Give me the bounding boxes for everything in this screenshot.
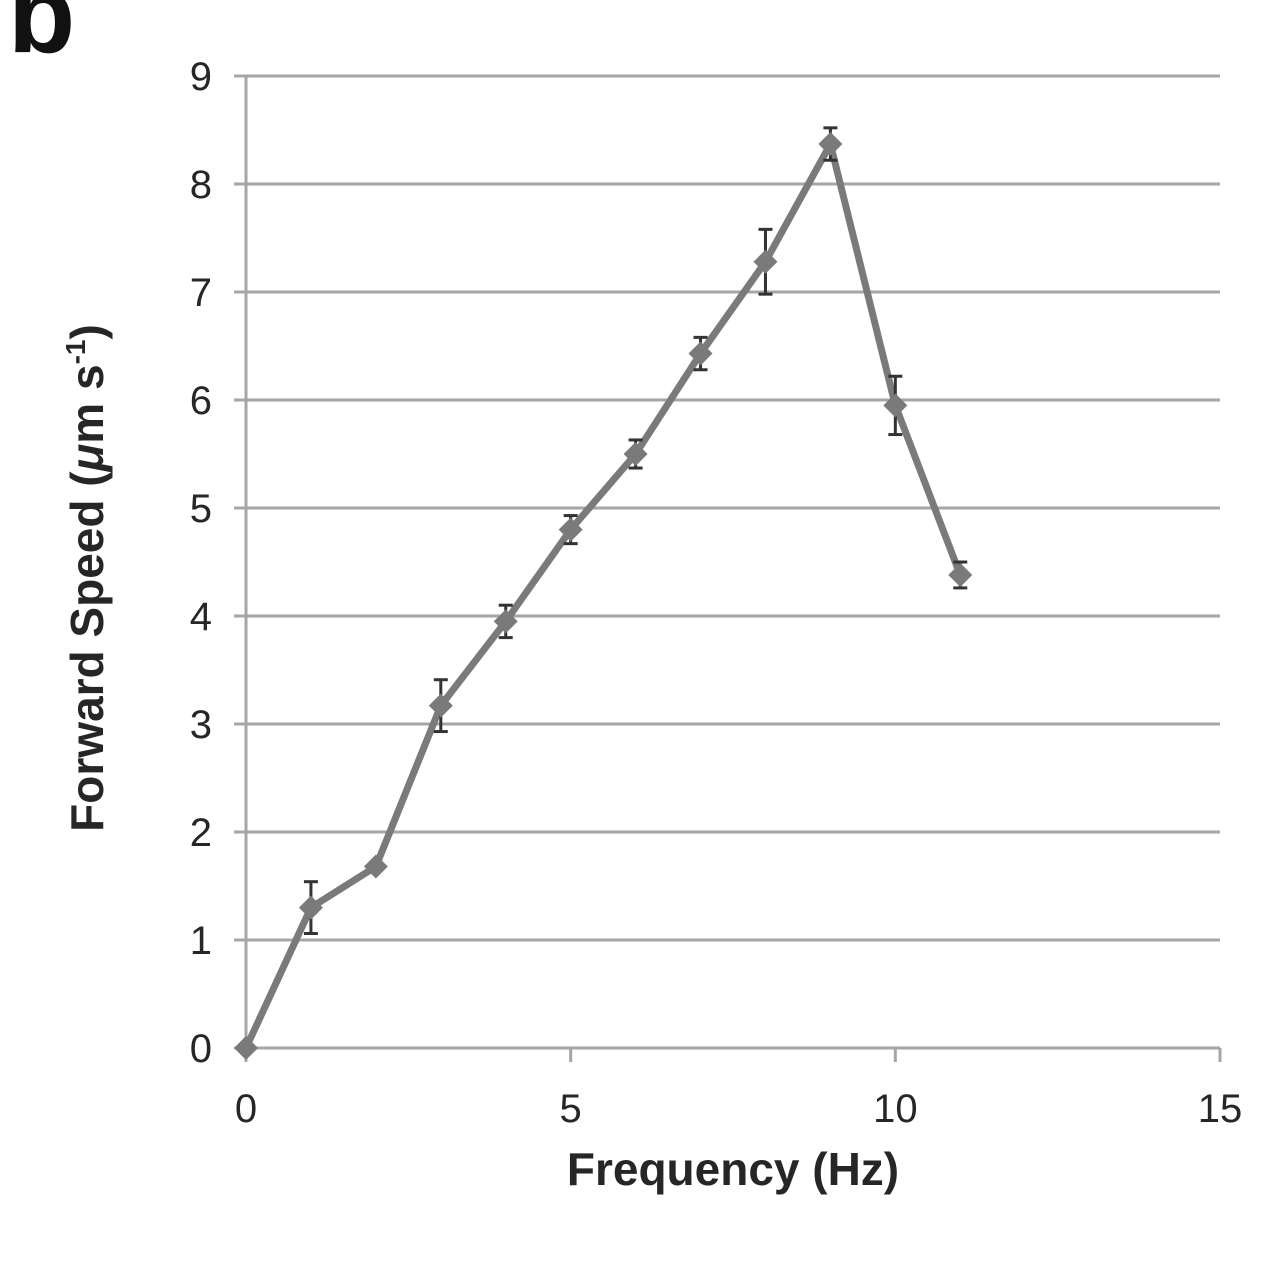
y-tick-label: 3	[190, 703, 212, 747]
data-point	[363, 854, 388, 879]
data-point	[298, 895, 323, 920]
y-tick-label: 6	[190, 379, 212, 423]
data-point	[558, 517, 583, 542]
y-tick-label: 7	[190, 271, 212, 315]
data-point	[234, 1036, 258, 1060]
y-tick-label: 4	[190, 595, 212, 639]
data-point	[753, 249, 778, 274]
data-point	[883, 393, 908, 418]
data-point	[688, 341, 713, 366]
y-axis-title-sup: -1	[60, 340, 91, 365]
data-point	[818, 132, 843, 157]
y-axis-title-unit: m s	[61, 364, 113, 443]
y-tick-label: 9	[190, 55, 212, 99]
data-point	[493, 609, 518, 634]
data-point	[428, 693, 453, 718]
x-tick-label: 5	[560, 1087, 582, 1131]
series-line	[242, 140, 964, 1050]
y-axis-title-close: )	[61, 324, 113, 339]
data-point	[623, 442, 648, 466]
data-point	[948, 562, 973, 587]
y-axis-title: Forward Speed (μm s-1)	[60, 324, 113, 832]
panel-label: b	[8, 0, 75, 76]
y-tick-label: 2	[190, 811, 212, 855]
y-tick-label: 5	[190, 487, 212, 531]
x-axis-title: Frequency (Hz)	[567, 1143, 899, 1195]
y-tick-label: 8	[190, 163, 212, 207]
y-axis-title-main: Forward Speed (	[61, 471, 113, 832]
tick-labels: 0 1 2 3 4 5 6 7 8 9 0 5 10 15	[190, 55, 1243, 1131]
x-tick-label: 0	[235, 1087, 257, 1131]
x-tick-label: 10	[873, 1087, 918, 1131]
y-tick-label: 0	[190, 1027, 212, 1071]
axes	[234, 74, 1222, 1062]
y-axis-title-mu: μ	[61, 443, 113, 473]
series	[234, 126, 973, 1060]
gridlines	[246, 74, 1220, 942]
x-tick-label: 15	[1198, 1087, 1243, 1131]
y-tick-label: 1	[190, 919, 212, 963]
